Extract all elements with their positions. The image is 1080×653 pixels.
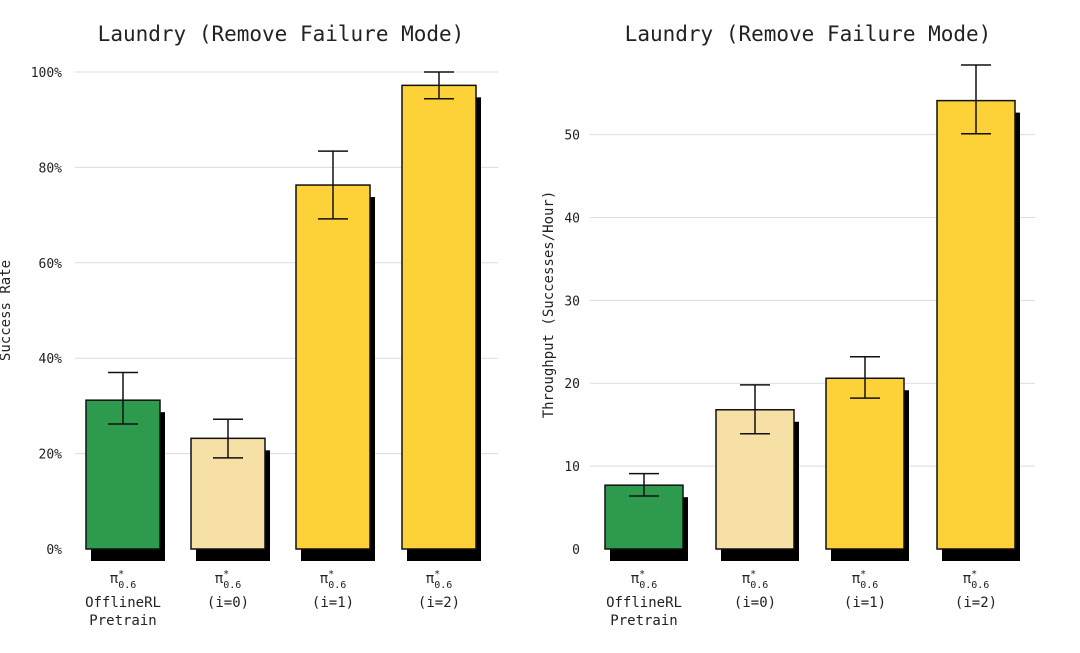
y-tick-label: 60% xyxy=(39,257,63,272)
x-tick-label-line2: (i=1) xyxy=(312,595,354,611)
x-tick-label-line2: (i=1) xyxy=(844,595,886,611)
x-tick-label-line2: (i=2) xyxy=(955,595,997,611)
chart-title: Laundry (Remove Failure Mode) xyxy=(625,22,992,46)
x-tick-label-line2: OfflineRL xyxy=(606,595,682,611)
y-axis-label: Throughput (Successes/Hour) xyxy=(541,191,557,419)
y-axis-label: Success Rate xyxy=(0,260,14,361)
x-tick-label: π* 0.6 xyxy=(742,569,769,591)
x-tick-label-line2: (i=2) xyxy=(418,595,460,611)
y-tick-label: 20 xyxy=(564,377,580,392)
x-tick-label-line3: Pretrain xyxy=(610,613,677,629)
y-tick-label: 50 xyxy=(564,129,580,144)
x-tick-label: π* 0.6 xyxy=(963,569,990,591)
x-tick-label: π* 0.6 xyxy=(215,569,242,591)
bar xyxy=(85,399,161,550)
success-rate-chart: Laundry (Remove Failure Mode) 0% 20% 40% 60%… xyxy=(0,22,498,629)
x-tick-label-line2: (i=0) xyxy=(207,595,249,611)
x-tick-label-line2: (i=0) xyxy=(734,595,776,611)
x-tick-label: π* 0.6 xyxy=(852,569,879,591)
x-tick-label: π* 0.6 xyxy=(320,569,347,591)
y-tick-label: 30 xyxy=(564,294,580,309)
y-tick-label: 0 xyxy=(572,543,580,558)
bar xyxy=(295,184,371,550)
y-tick-label: 40 xyxy=(564,211,580,226)
x-tick-label: π* 0.6 xyxy=(631,569,658,591)
bar xyxy=(401,84,477,550)
y-tick-label: 20% xyxy=(39,448,63,463)
y-tick-label: 10 xyxy=(564,460,580,475)
x-tick-label-line2: OfflineRL xyxy=(85,595,161,611)
x-tick-label: π* 0.6 xyxy=(110,569,137,591)
y-tick-label: 40% xyxy=(39,352,63,367)
x-tick-label: π* 0.6 xyxy=(426,569,453,591)
throughput-chart: Laundry (Remove Failure Mode) 0 10 20 30 40 50… xyxy=(541,22,1035,629)
y-tick-label: 0% xyxy=(46,543,62,558)
chart-title: Laundry (Remove Failure Mode) xyxy=(98,22,465,46)
y-tick-label: 80% xyxy=(39,161,63,176)
x-tick-label-line3: Pretrain xyxy=(89,613,156,629)
y-tick-label: 100% xyxy=(31,66,62,81)
bar xyxy=(936,99,1016,550)
bar xyxy=(825,377,905,550)
